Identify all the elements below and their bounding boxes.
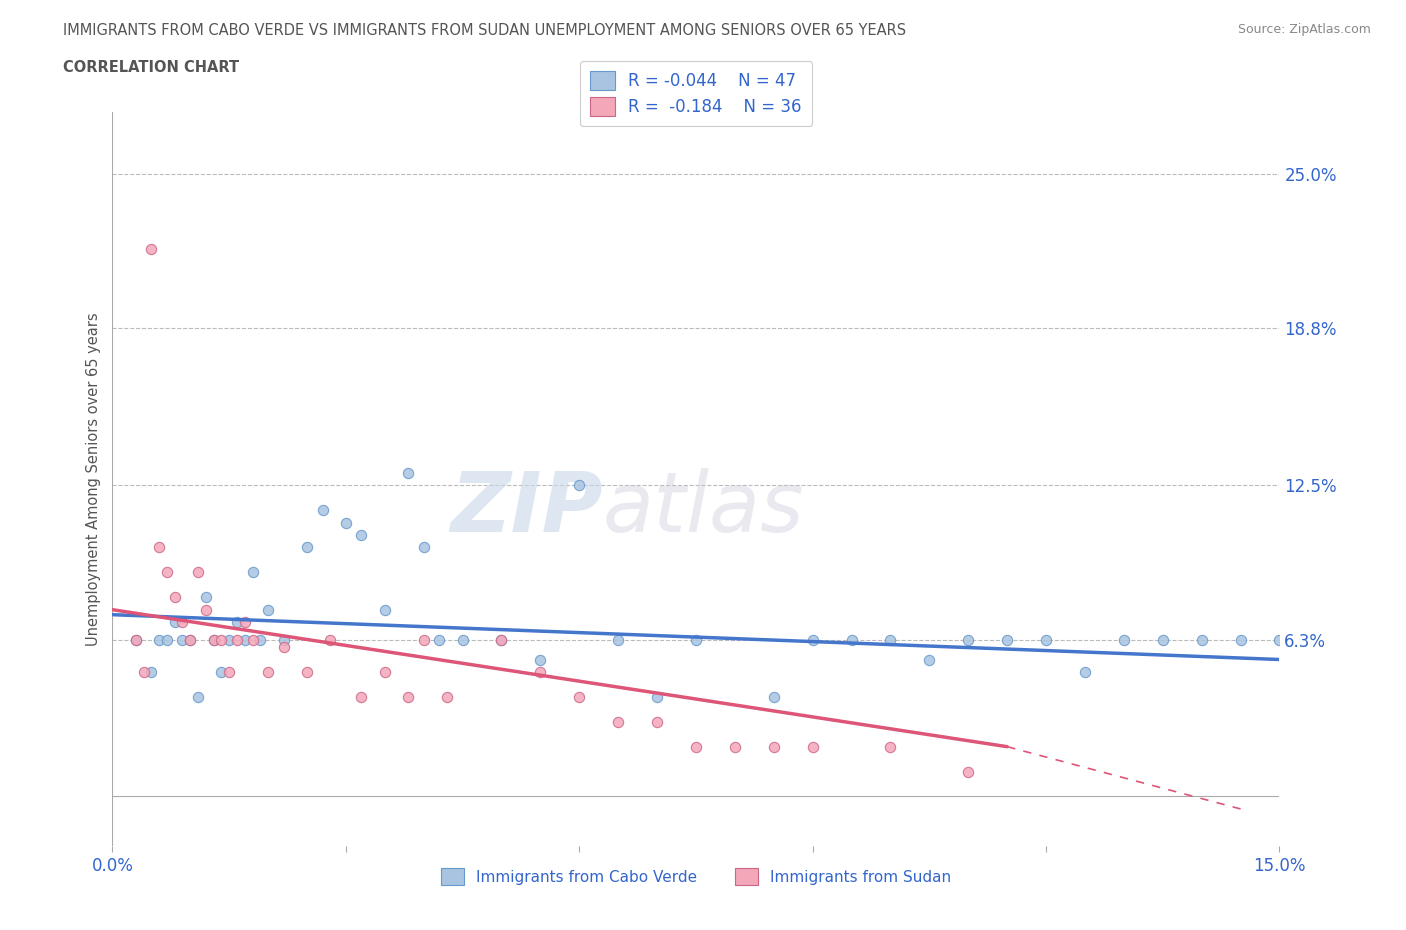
Point <box>957 632 980 647</box>
Point <box>156 632 179 647</box>
Point <box>233 632 256 647</box>
Point <box>451 632 474 647</box>
Point <box>202 632 225 647</box>
Point <box>918 652 941 667</box>
Point <box>350 527 373 542</box>
Point <box>209 632 232 647</box>
Text: CORRELATION CHART: CORRELATION CHART <box>63 60 239 75</box>
Point <box>194 590 217 604</box>
Point <box>319 632 342 647</box>
Point <box>249 632 271 647</box>
Text: Source: ZipAtlas.com: Source: ZipAtlas.com <box>1237 23 1371 36</box>
Point <box>412 540 434 555</box>
Point <box>141 241 163 256</box>
Point <box>685 632 707 647</box>
Point <box>1035 632 1057 647</box>
Point <box>427 632 450 647</box>
Point <box>233 615 256 630</box>
Point <box>1191 632 1213 647</box>
Point <box>242 632 264 647</box>
Point <box>1112 632 1135 647</box>
Point <box>1229 632 1251 647</box>
Point <box>762 739 785 754</box>
Point <box>1268 632 1291 647</box>
Point <box>436 689 458 704</box>
Point <box>491 632 513 647</box>
Point <box>350 689 373 704</box>
Text: ZIP: ZIP <box>450 468 603 549</box>
Point <box>396 465 419 480</box>
Point <box>295 665 318 680</box>
Point <box>607 632 630 647</box>
Point <box>529 665 551 680</box>
Point <box>257 603 280 618</box>
Point <box>801 739 824 754</box>
Point <box>724 739 747 754</box>
Point <box>311 502 333 517</box>
Point <box>202 632 225 647</box>
Point <box>226 615 249 630</box>
Point <box>412 632 434 647</box>
Point <box>273 640 295 655</box>
Point <box>374 665 396 680</box>
Legend: Immigrants from Cabo Verde, Immigrants from Sudan: Immigrants from Cabo Verde, Immigrants f… <box>434 862 957 892</box>
Point <box>568 689 591 704</box>
Point <box>172 615 194 630</box>
Point <box>163 590 186 604</box>
Point <box>209 665 232 680</box>
Point <box>194 603 217 618</box>
Point <box>879 632 901 647</box>
Point <box>335 515 357 530</box>
Point <box>148 540 170 555</box>
Text: atlas: atlas <box>603 468 804 549</box>
Point <box>226 632 249 647</box>
Point <box>801 632 824 647</box>
Point <box>841 632 863 647</box>
Point <box>163 615 186 630</box>
Point <box>218 665 240 680</box>
Point <box>685 739 707 754</box>
Point <box>295 540 318 555</box>
Point <box>879 739 901 754</box>
Point <box>529 652 551 667</box>
Point <box>141 665 163 680</box>
Point <box>187 689 209 704</box>
Y-axis label: Unemployment Among Seniors over 65 years: Unemployment Among Seniors over 65 years <box>86 312 101 645</box>
Text: IMMIGRANTS FROM CABO VERDE VS IMMIGRANTS FROM SUDAN UNEMPLOYMENT AMONG SENIORS O: IMMIGRANTS FROM CABO VERDE VS IMMIGRANTS… <box>63 23 907 38</box>
Point <box>374 603 396 618</box>
Point <box>957 764 980 779</box>
Point <box>607 714 630 729</box>
Point <box>396 689 419 704</box>
Point <box>1152 632 1174 647</box>
Point <box>491 632 513 647</box>
Point <box>242 565 264 579</box>
Point <box>762 689 785 704</box>
Point <box>218 632 240 647</box>
Point <box>156 565 179 579</box>
Point <box>568 478 591 493</box>
Point <box>132 665 155 680</box>
Point <box>273 632 295 647</box>
Point <box>125 632 148 647</box>
Point <box>257 665 280 680</box>
Point <box>148 632 170 647</box>
Point <box>1074 665 1097 680</box>
Point <box>179 632 201 647</box>
Point <box>645 689 668 704</box>
Point <box>172 632 194 647</box>
Point <box>645 714 668 729</box>
Point <box>187 565 209 579</box>
Point <box>179 632 201 647</box>
Point <box>125 632 148 647</box>
Point <box>995 632 1018 647</box>
